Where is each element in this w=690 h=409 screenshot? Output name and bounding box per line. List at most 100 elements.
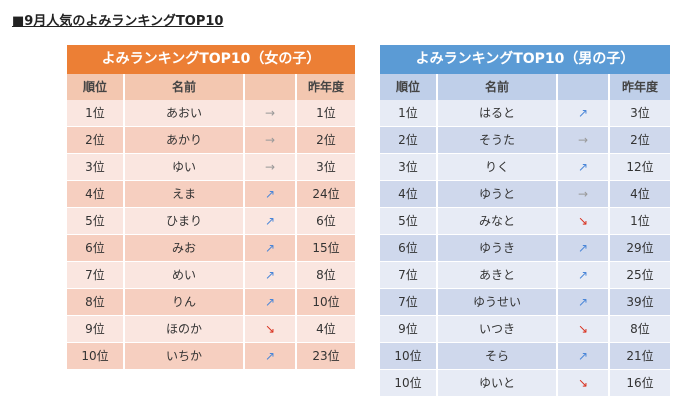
last-year-rank-cell: 4位: [630, 187, 650, 201]
last-year-rank-cell: 12位: [626, 160, 654, 174]
last-year-rank-cell: 21位: [626, 349, 654, 363]
last-year-rank-cell: 10位: [312, 295, 340, 309]
name-cell: ゆい: [125, 154, 245, 180]
page-heading: ■9月人気のよみランキングTOP10: [12, 14, 224, 29]
last-year-rank-cell: 2位: [316, 133, 336, 147]
name-cell: ひまり: [125, 208, 245, 234]
column-header-trend: [245, 74, 297, 100]
boys-header-row: 順位 名前 昨年度: [380, 74, 670, 100]
last-year-rank-cell: 29位: [626, 241, 654, 255]
last-year-rank-cell: 6位: [316, 214, 336, 228]
rank-cell: 2位: [380, 127, 438, 153]
table-row: 4位 えま ↗ 24位: [67, 180, 355, 207]
table-row: 2位 あかり → 2位: [67, 126, 355, 153]
last-year-rank-cell: 16位: [626, 376, 654, 390]
girls-ranking-table: よみランキングTOP10（女の子） 順位 名前 昨年度 1位 あおい → 1位 2位 あか…: [67, 45, 355, 369]
rank-cell: 4位: [67, 181, 125, 207]
last-year-rank-cell: 8位: [316, 268, 336, 282]
table-row: 7位 めい ↗ 8位: [67, 261, 355, 288]
table-row: 5位 ひまり ↗ 6位: [67, 207, 355, 234]
name-cell: りん: [125, 289, 245, 315]
last-year-rank-cell: 1位: [630, 214, 650, 228]
name-cell: みお: [125, 235, 245, 261]
last-year-rank-cell: 23位: [312, 349, 340, 363]
trend-arrow-icon: →: [558, 181, 610, 207]
table-row: 3位 りく ↗ 12位: [380, 153, 670, 180]
trend-arrow-icon: ↗: [245, 343, 297, 369]
trend-arrow-icon: →: [558, 127, 610, 153]
name-cell: そら: [438, 343, 558, 369]
name-cell: りく: [438, 154, 558, 180]
trend-arrow-icon: ↗: [558, 343, 610, 369]
trend-arrow-icon: →: [245, 127, 297, 153]
rank-cell: 6位: [67, 235, 125, 261]
name-cell: ゆうき: [438, 235, 558, 261]
table-row: 7位 ゆうせい ↗ 39位: [380, 288, 670, 315]
rank-cell: 5位: [67, 208, 125, 234]
name-cell: はると: [438, 100, 558, 126]
column-header-trend: [558, 74, 610, 100]
column-header-rank: 順位: [67, 74, 125, 100]
last-year-rank-cell: 8位: [630, 322, 650, 336]
table-row: 2位 そうた → 2位: [380, 126, 670, 153]
last-year-rank-cell: 24位: [312, 187, 340, 201]
rank-cell: 1位: [67, 100, 125, 126]
column-header-name: 名前: [125, 74, 245, 100]
column-header-name: 名前: [438, 74, 558, 100]
last-year-rank-cell: 15位: [312, 241, 340, 255]
girls-table-title: よみランキングTOP10（女の子）: [67, 45, 355, 74]
last-year-rank-cell: 3位: [630, 106, 650, 120]
rank-cell: 7位: [380, 262, 438, 288]
last-year-rank-cell: 4位: [316, 322, 336, 336]
trend-arrow-icon: ↗: [245, 262, 297, 288]
column-header-last-year: 昨年度: [621, 80, 658, 94]
rank-cell: 1位: [380, 100, 438, 126]
table-row: 1位 あおい → 1位: [67, 100, 355, 126]
last-year-rank-cell: 3位: [316, 160, 336, 174]
table-row: 3位 ゆい → 3位: [67, 153, 355, 180]
name-cell: ゆうと: [438, 181, 558, 207]
rank-cell: 5位: [380, 208, 438, 234]
rank-cell: 2位: [67, 127, 125, 153]
rank-cell: 6位: [380, 235, 438, 261]
last-year-rank-cell: 25位: [626, 268, 654, 282]
rank-cell: 7位: [67, 262, 125, 288]
trend-arrow-icon: ↗: [245, 235, 297, 261]
column-header-last-year: 昨年度: [307, 80, 344, 94]
table-row: 7位 あきと ↗ 25位: [380, 261, 670, 288]
rank-cell: 10位: [380, 343, 438, 369]
trend-arrow-icon: ↗: [558, 154, 610, 180]
last-year-rank-cell: 1位: [316, 106, 336, 120]
column-header-rank: 順位: [380, 74, 438, 100]
trend-arrow-icon: ↗: [245, 289, 297, 315]
rank-cell: 9位: [67, 316, 125, 342]
name-cell: あきと: [438, 262, 558, 288]
boys-ranking-table: よみランキングTOP10（男の子） 順位 名前 昨年度 1位 はると ↗ 3位 2位 そう…: [380, 45, 670, 396]
rank-cell: 3位: [380, 154, 438, 180]
trend-arrow-icon: →: [245, 154, 297, 180]
rank-cell: 10位: [380, 370, 438, 396]
table-row: 9位 いつき ↘ 8位: [380, 315, 670, 342]
name-cell: あおい: [125, 100, 245, 126]
trend-arrow-icon: ↗: [558, 100, 610, 126]
trend-arrow-icon: ↗: [245, 208, 297, 234]
table-row: 6位 みお ↗ 15位: [67, 234, 355, 261]
table-row: 4位 ゆうと → 4位: [380, 180, 670, 207]
rank-cell: 10位: [67, 343, 125, 369]
table-row: 5位 みなと ↘ 1位: [380, 207, 670, 234]
girls-header-row: 順位 名前 昨年度: [67, 74, 355, 100]
rank-cell: 3位: [67, 154, 125, 180]
name-cell: ゆうせい: [438, 289, 558, 315]
table-row: 10位 そら ↗ 21位: [380, 342, 670, 369]
name-cell: いつき: [438, 316, 558, 342]
table-row: 10位 ゆいと ↘ 16位: [380, 369, 670, 396]
rank-cell: 4位: [380, 181, 438, 207]
last-year-rank-cell: 2位: [630, 133, 650, 147]
trend-arrow-icon: ↗: [245, 181, 297, 207]
trend-arrow-icon: ↘: [558, 208, 610, 234]
name-cell: めい: [125, 262, 245, 288]
name-cell: そうた: [438, 127, 558, 153]
trend-arrow-icon: ↘: [558, 316, 610, 342]
rank-cell: 7位: [380, 289, 438, 315]
trend-arrow-icon: ↘: [245, 316, 297, 342]
